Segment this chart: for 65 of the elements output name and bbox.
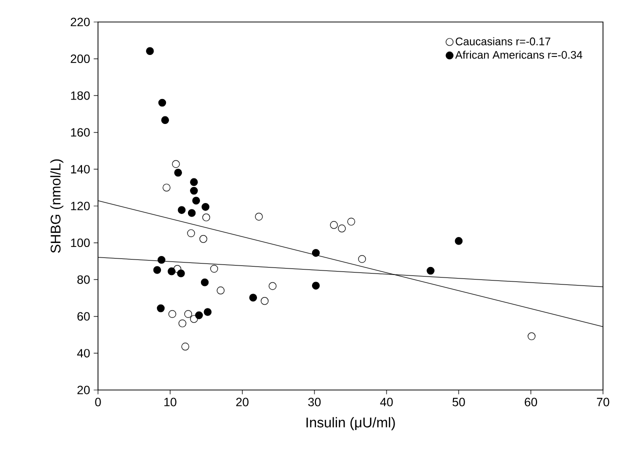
point bbox=[199, 235, 208, 243]
point bbox=[158, 256, 166, 264]
x-tick-label: 40 bbox=[380, 398, 393, 406]
y-axis-title: SHBG (nmol/L) bbox=[50, 159, 64, 253]
point bbox=[358, 255, 366, 263]
point bbox=[172, 160, 180, 168]
x-tick-label: 20 bbox=[236, 398, 248, 406]
x-tick-label: 60 bbox=[524, 398, 538, 406]
point bbox=[338, 224, 346, 232]
point bbox=[330, 221, 338, 229]
x-tick-label: 70 bbox=[596, 398, 610, 406]
point bbox=[195, 311, 203, 320]
point bbox=[187, 229, 195, 238]
point bbox=[190, 178, 198, 186]
point bbox=[153, 266, 162, 274]
point bbox=[200, 278, 209, 286]
legend-label: African Americans r=-0.34 bbox=[455, 50, 582, 59]
point bbox=[158, 98, 166, 107]
x-tick-label: 50 bbox=[452, 398, 465, 406]
point bbox=[249, 294, 258, 302]
point bbox=[168, 310, 176, 318]
point bbox=[168, 267, 176, 276]
point bbox=[181, 342, 190, 350]
point bbox=[204, 308, 212, 316]
point bbox=[162, 184, 170, 192]
x-tick-label: 30 bbox=[308, 398, 321, 406]
point bbox=[178, 206, 186, 214]
point bbox=[260, 297, 269, 305]
legend-label: Caucasians r=-0.17 bbox=[456, 37, 550, 46]
point bbox=[202, 214, 210, 222]
point bbox=[177, 269, 185, 278]
point bbox=[202, 203, 210, 211]
point bbox=[188, 209, 196, 217]
y-tick-label: 80 bbox=[77, 275, 90, 284]
point bbox=[268, 282, 276, 290]
y-tick-label: 180 bbox=[71, 91, 90, 100]
y-tick-label: 120 bbox=[71, 202, 90, 210]
point bbox=[254, 212, 263, 221]
point bbox=[454, 237, 463, 245]
y-tick-label: 40 bbox=[77, 348, 90, 358]
point bbox=[528, 332, 536, 340]
x-axis-title: Insulin (μU/ml) bbox=[306, 417, 395, 430]
point bbox=[312, 249, 320, 257]
y-tick-label: 20 bbox=[77, 386, 90, 394]
point bbox=[192, 196, 200, 205]
y-tick-label: 160 bbox=[71, 128, 90, 137]
x-tick-label: 10 bbox=[164, 398, 176, 406]
x-tick-label: 0 bbox=[95, 398, 101, 406]
y-tick-label: 200 bbox=[70, 54, 90, 64]
point bbox=[178, 319, 186, 328]
y-tick-label: 60 bbox=[77, 312, 90, 321]
y-tick-label: 100 bbox=[71, 238, 90, 248]
point bbox=[210, 264, 218, 273]
y-tick-label: 140 bbox=[71, 164, 90, 174]
point bbox=[347, 218, 356, 226]
point bbox=[184, 310, 192, 318]
point bbox=[216, 286, 225, 294]
point bbox=[156, 304, 165, 312]
point bbox=[190, 186, 198, 195]
point bbox=[426, 266, 434, 275]
point bbox=[146, 47, 154, 55]
y-tick-label: 220 bbox=[70, 18, 90, 26]
point bbox=[312, 282, 320, 290]
point bbox=[161, 116, 169, 124]
point bbox=[174, 168, 182, 177]
